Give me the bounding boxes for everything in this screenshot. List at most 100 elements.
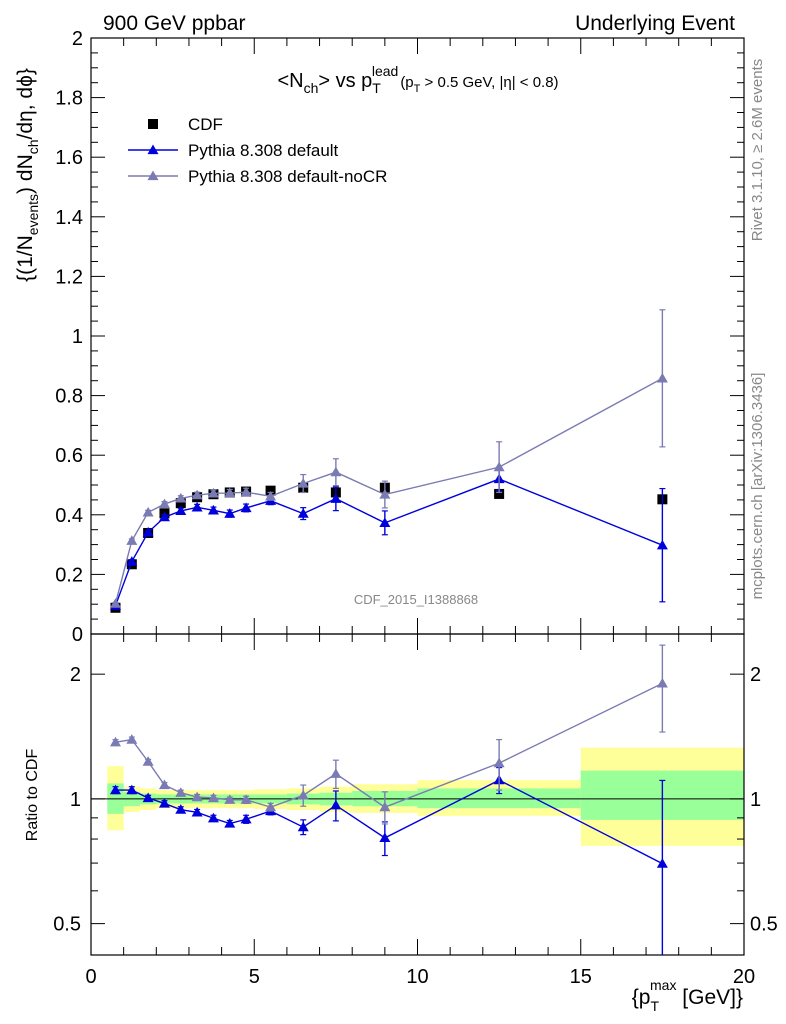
legend-item: CDF <box>148 115 223 134</box>
data-point-triangle <box>379 489 391 499</box>
ratio-ticks: 0.5 0.51 12 20 5 10 15 20 <box>53 633 778 988</box>
data-point-triangle <box>207 812 219 823</box>
main-y-axis-label: {(1/Nevents) dNch/dη, dϕ} <box>14 68 41 282</box>
data-point-triangle <box>379 801 391 812</box>
legend: CDF Pythia 8.308 default Pythia 8.308 defa… <box>128 115 387 186</box>
data-point-triangle <box>265 490 277 501</box>
x-tick-label: 15 <box>570 966 592 988</box>
data-point-triangle <box>191 501 203 512</box>
series-2 <box>109 309 668 608</box>
data-point-triangle <box>191 791 203 802</box>
ratio-y-tick-label-right: 2 <box>750 664 761 686</box>
data-point-triangle <box>656 677 668 688</box>
data-point-square <box>494 488 505 499</box>
header-right: Underlying Event <box>575 12 735 35</box>
data-point-triangle <box>297 508 309 518</box>
ratio-y-tick-label-left: 2 <box>70 664 81 686</box>
ratio-y-tick-label-right: 1 <box>750 789 761 811</box>
data-point-triangle <box>240 794 252 804</box>
main-y-tick-label: 1.4 <box>55 207 83 229</box>
data-point-triangle <box>109 598 121 608</box>
data-point-triangle <box>297 478 309 488</box>
data-point-triangle <box>126 535 138 545</box>
ratio-series-1 <box>109 644 668 825</box>
data-point-triangle <box>330 493 342 503</box>
data-point-triangle <box>297 821 309 832</box>
data-point-triangle <box>126 556 138 566</box>
data-point-triangle <box>330 466 342 477</box>
data-point-triangle <box>493 757 505 768</box>
main-y-tick-label: 1.6 <box>55 147 83 169</box>
x-tick-label: 10 <box>406 966 428 988</box>
data-point-triangle <box>297 789 309 800</box>
data-point-triangle <box>175 492 187 503</box>
data-point-triangle <box>224 818 236 828</box>
data-point-triangle <box>379 517 391 527</box>
data-point-square <box>175 498 186 509</box>
data-point-triangle <box>265 801 277 812</box>
data-point-triangle <box>330 768 342 778</box>
data-point-triangle <box>147 144 159 155</box>
main-y-tick-label: 1.2 <box>55 266 83 288</box>
main-y-tick-label: 1 <box>72 326 83 348</box>
main-y-ticks: 0 0.2 0.4 0.6 0.8 1 1.2 1.4 1.6 1.8 2 <box>55 28 745 646</box>
data-point-square <box>265 485 276 496</box>
data-point-triangle <box>109 736 121 747</box>
green-band <box>417 788 581 809</box>
data-point-triangle <box>656 539 668 550</box>
header-left: 900 GeV ppbar <box>103 12 245 35</box>
ratio-plot-panel: 0.5 0.51 12 20 5 10 15 20 <box>53 633 778 988</box>
data-point-triangle <box>240 813 252 824</box>
data-point-triangle <box>175 804 187 814</box>
data-point-triangle <box>158 797 170 808</box>
x-tick-label: 20 <box>733 966 755 988</box>
mcplots-label: mcplots.cern.ch [arXiv:1306.3436] <box>749 373 766 600</box>
data-point-triangle <box>147 170 159 181</box>
ratio-y-tick-label-right: 0.5 <box>750 914 778 936</box>
data-point-triangle <box>142 756 154 766</box>
ratio-y-axis-label: Ratio to CDF <box>24 749 41 842</box>
data-point-triangle <box>175 787 187 797</box>
data-point-triangle <box>656 372 668 383</box>
ratio-y-tick-label-left: 1 <box>70 789 81 811</box>
data-point-triangle <box>158 779 170 790</box>
x-axis-label: {pTmax [GeV]} <box>632 977 743 1014</box>
x-tick-label: 0 <box>85 966 96 988</box>
main-y-tick-label: 2 <box>72 28 83 50</box>
data-point-triangle <box>330 799 342 810</box>
main-y-tick-label: 0.4 <box>55 505 83 527</box>
data-point-triangle <box>224 794 236 804</box>
main-y-tick-label: 0.2 <box>55 564 83 586</box>
data-point-triangle <box>142 506 154 517</box>
plot-title: <Nch> vs pTlead(pT > 0.5 GeV, |η| < 0.8) <box>277 63 558 96</box>
series-1 <box>109 466 668 610</box>
main-y-tick-label: 0 <box>72 624 83 646</box>
rivet-label: Rivet 3.1.10, ≥ 2.6M events <box>749 59 766 242</box>
data-point-triangle <box>109 784 121 795</box>
ratio-y-tick-label-left: 0.5 <box>53 914 81 936</box>
x-tick-label: 5 <box>249 966 260 988</box>
legend-label: Pythia 8.308 default-noCR <box>188 167 387 186</box>
legend-label: Pythia 8.308 default <box>188 141 339 160</box>
data-point-triangle <box>191 806 203 817</box>
data-point-triangle <box>158 498 170 509</box>
data-point-triangle <box>656 858 668 868</box>
data-point-triangle <box>175 505 187 516</box>
main-plot-panel: 0 0.2 0.4 0.6 0.8 1 1.2 1.4 1.6 1.8 2 <Nch> vs pTl… <box>55 28 745 646</box>
data-point-triangle <box>240 486 252 497</box>
data-point-triangle <box>224 508 236 518</box>
legend-item: Pythia 8.308 default <box>128 141 339 160</box>
data-point-triangle <box>493 461 505 472</box>
cdf-uncertainty-bands <box>91 747 744 846</box>
data-point-triangle <box>191 489 203 500</box>
legend-label: CDF <box>188 115 223 134</box>
main-y-tick-label: 0.6 <box>55 445 83 467</box>
data-point-triangle <box>158 511 170 522</box>
data-point-triangle <box>240 502 252 513</box>
data-point-triangle <box>224 487 236 498</box>
legend-item: Pythia 8.308 default-noCR <box>128 167 387 186</box>
main-y-tick-label: 0.8 <box>55 386 83 408</box>
analysis-watermark: CDF_2015_I1388868 <box>354 592 478 607</box>
data-point-triangle <box>142 792 154 803</box>
data-point-triangle <box>126 784 138 795</box>
